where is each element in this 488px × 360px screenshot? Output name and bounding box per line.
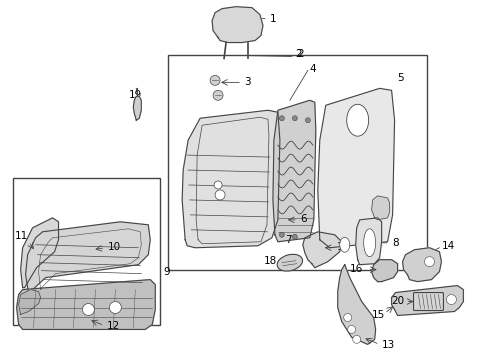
Circle shape bbox=[347, 325, 355, 333]
Text: 10: 10 bbox=[107, 242, 120, 252]
Polygon shape bbox=[371, 196, 389, 220]
Text: 11: 11 bbox=[15, 231, 28, 241]
Text: 12: 12 bbox=[106, 321, 120, 332]
Polygon shape bbox=[337, 265, 375, 345]
Polygon shape bbox=[182, 110, 279, 248]
Polygon shape bbox=[133, 96, 141, 120]
Text: 16: 16 bbox=[349, 264, 362, 274]
Circle shape bbox=[305, 118, 310, 123]
Circle shape bbox=[82, 303, 94, 315]
Circle shape bbox=[109, 302, 121, 314]
Circle shape bbox=[424, 257, 433, 267]
Circle shape bbox=[213, 90, 223, 100]
Polygon shape bbox=[391, 285, 463, 315]
Circle shape bbox=[279, 232, 284, 237]
Text: 7: 7 bbox=[285, 235, 291, 245]
Text: 6: 6 bbox=[299, 214, 306, 224]
Circle shape bbox=[292, 234, 297, 239]
Circle shape bbox=[215, 190, 224, 200]
Text: 5: 5 bbox=[397, 73, 404, 84]
Ellipse shape bbox=[339, 237, 349, 252]
Polygon shape bbox=[302, 232, 341, 268]
FancyBboxPatch shape bbox=[413, 293, 443, 310]
Text: 9: 9 bbox=[163, 267, 169, 276]
Text: 1: 1 bbox=[269, 14, 276, 24]
Polygon shape bbox=[272, 100, 315, 242]
Polygon shape bbox=[212, 7, 263, 42]
Polygon shape bbox=[25, 222, 150, 294]
Text: 17: 17 bbox=[336, 242, 349, 252]
Circle shape bbox=[214, 181, 222, 189]
Ellipse shape bbox=[277, 254, 302, 271]
Text: 3: 3 bbox=[244, 77, 250, 87]
Ellipse shape bbox=[346, 104, 368, 136]
Polygon shape bbox=[17, 280, 155, 329]
Text: 13: 13 bbox=[381, 340, 394, 350]
Text: 14: 14 bbox=[441, 241, 454, 251]
Circle shape bbox=[210, 75, 220, 85]
Text: 8: 8 bbox=[392, 238, 398, 248]
Text: 2: 2 bbox=[294, 49, 301, 59]
Bar bbox=[13, 178, 160, 325]
Text: 19: 19 bbox=[128, 90, 142, 100]
Polygon shape bbox=[317, 88, 394, 248]
Circle shape bbox=[352, 336, 360, 343]
Polygon shape bbox=[19, 289, 41, 315]
Text: 20: 20 bbox=[391, 296, 404, 306]
Circle shape bbox=[279, 116, 284, 121]
Text: 4: 4 bbox=[309, 64, 316, 75]
Text: 2: 2 bbox=[296, 49, 303, 59]
Polygon shape bbox=[402, 248, 441, 282]
Polygon shape bbox=[371, 260, 397, 282]
Text: 18: 18 bbox=[264, 256, 277, 266]
Polygon shape bbox=[355, 218, 381, 265]
Bar bbox=[168, 55, 427, 270]
Polygon shape bbox=[20, 218, 59, 288]
Ellipse shape bbox=[363, 229, 375, 257]
Circle shape bbox=[343, 314, 351, 321]
Circle shape bbox=[292, 116, 297, 121]
Text: 15: 15 bbox=[371, 310, 384, 320]
Circle shape bbox=[446, 294, 455, 305]
